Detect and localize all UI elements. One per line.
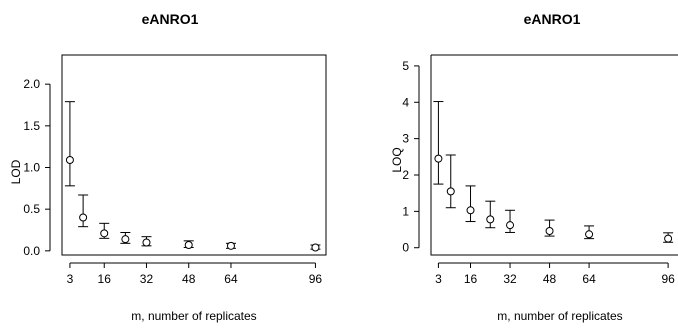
y-tick-label: 2 <box>402 168 409 182</box>
y-axis-label: LOQ <box>390 147 404 172</box>
y-tick-label: 0.0 <box>23 244 40 258</box>
x-tick-label: 32 <box>503 272 517 286</box>
y-tick-label: 0.5 <box>23 202 40 216</box>
chart-title: eANRO1 <box>524 11 581 27</box>
plot-frame <box>430 54 678 256</box>
x-axis-label: m, number of replicates <box>131 309 256 323</box>
y-tick-label: 4 <box>402 95 409 109</box>
loq-chart: eANRO1 LOQ m, number of replicates 0 1 2 3 4… <box>390 11 678 323</box>
x-tick-label: 32 <box>140 272 154 286</box>
data-point <box>311 243 320 252</box>
data-point <box>664 234 673 243</box>
data-point <box>184 241 193 249</box>
data-point <box>466 206 475 215</box>
data-point <box>142 238 151 247</box>
data-point <box>506 221 515 230</box>
x-tick-label: 48 <box>182 272 196 286</box>
y-tick-label: 3 <box>402 132 409 146</box>
data-point <box>434 154 443 163</box>
y-axis: 0 1 2 3 4 5 <box>402 59 420 255</box>
y-axis-label: LOD <box>9 159 23 184</box>
x-tick-label: 64 <box>582 272 596 286</box>
data-point <box>79 213 88 222</box>
data-points <box>64 101 321 252</box>
x-tick-label: 64 <box>224 272 238 286</box>
x-tick-label: 3 <box>67 272 74 286</box>
x-axis: 3 16 32 48 64 96 <box>435 262 675 286</box>
data-point <box>486 215 495 224</box>
data-point <box>585 230 594 239</box>
y-tick-label: 1.0 <box>23 161 40 175</box>
x-tick-label: 16 <box>464 272 478 286</box>
data-point <box>545 227 554 235</box>
x-axis: 3 16 32 48 64 96 <box>67 262 323 286</box>
y-tick-label: 1.5 <box>23 119 40 133</box>
x-tick-label: 96 <box>661 272 675 286</box>
x-tick-label: 48 <box>543 272 557 286</box>
x-tick-label: 16 <box>98 272 112 286</box>
lod-chart: eANRO1 LOD m, number of replicates 0.00.… <box>9 11 327 323</box>
y-tick-label: 2.0 <box>23 77 40 91</box>
chart-title: eANRO1 <box>142 11 199 27</box>
data-point <box>100 229 109 238</box>
y-axis: 0.0 0.5 1.0 1.5 2.0 <box>23 77 51 258</box>
data-points <box>433 101 674 243</box>
y-tick-label: 1 <box>402 204 409 218</box>
data-point <box>65 156 74 164</box>
data-point <box>446 187 455 196</box>
x-tick-label: 96 <box>309 272 323 286</box>
data-point <box>121 235 130 244</box>
y-tick-label: 5 <box>402 59 409 73</box>
x-tick-label: 3 <box>435 272 442 286</box>
plot-frame <box>61 54 327 256</box>
y-tick-label: 0 <box>402 241 409 255</box>
x-axis-label: m, number of replicates <box>497 309 622 323</box>
data-point <box>226 241 235 250</box>
